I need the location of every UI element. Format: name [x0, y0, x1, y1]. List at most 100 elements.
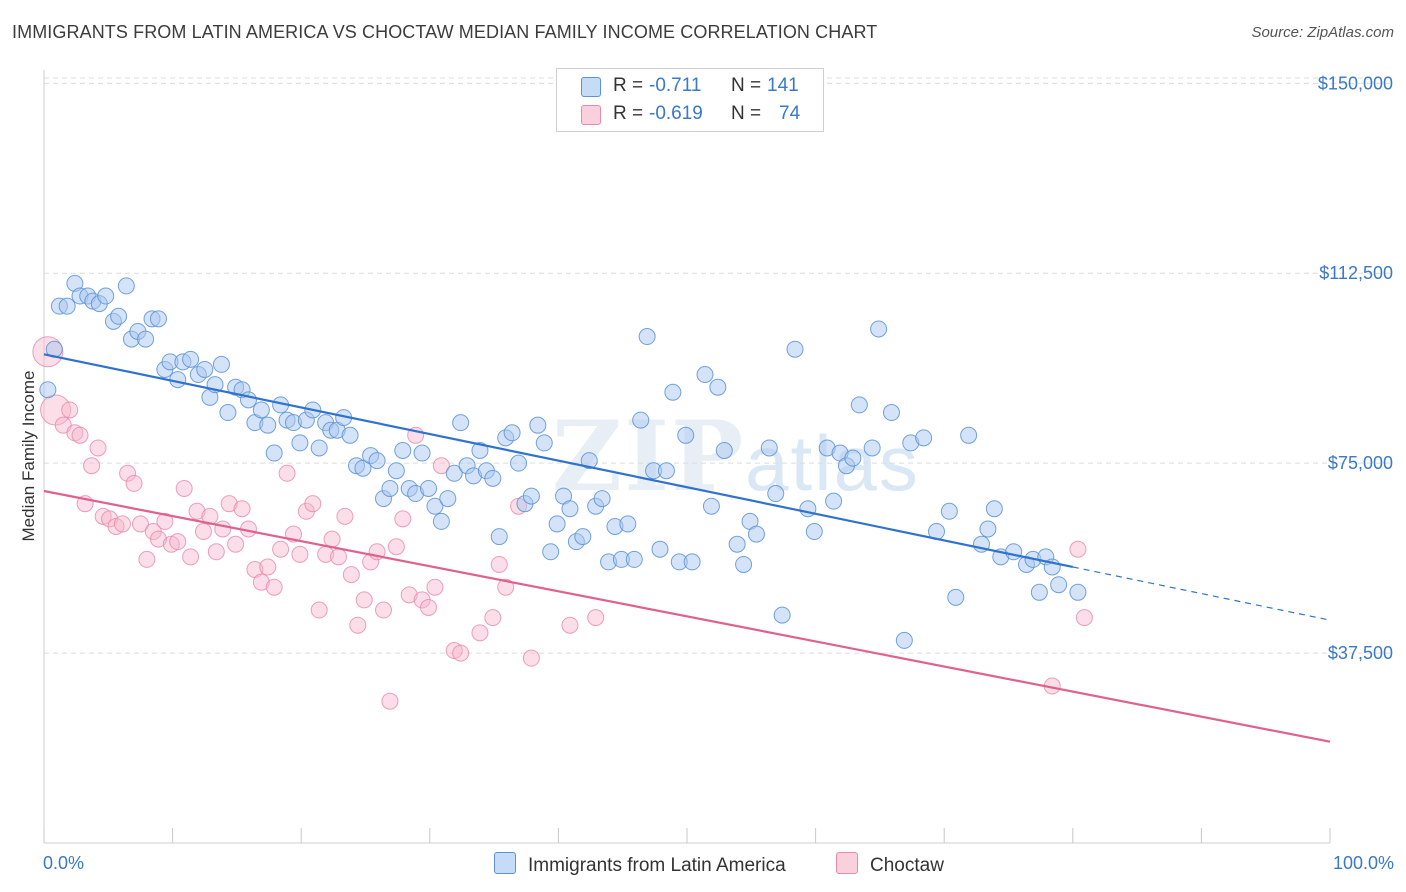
data-point-latin-america	[709, 378, 727, 396]
data-point-latin-america	[747, 525, 765, 543]
data-point-latin-america	[805, 523, 823, 541]
data-point-choctaw	[175, 479, 193, 497]
data-point-choctaw	[233, 500, 251, 518]
data-point-latin-america	[683, 553, 701, 571]
data-point-latin-america	[452, 414, 470, 432]
legend-n-value: 141	[767, 75, 799, 96]
legend-swatch-pink	[836, 852, 858, 874]
legend-swatch-blue	[581, 77, 601, 97]
data-point-latin-america	[535, 434, 553, 452]
legend-label-latin-america: Immigrants from Latin America	[528, 855, 786, 876]
data-point-choctaw	[207, 543, 225, 561]
data-point-latin-america	[844, 449, 862, 467]
data-point-choctaw	[131, 515, 149, 533]
data-point-latin-america	[895, 631, 913, 649]
data-point-choctaw	[522, 649, 540, 667]
data-point-choctaw	[138, 550, 156, 568]
data-point-latin-america	[882, 404, 900, 422]
legend-r-value: -0.619	[649, 103, 703, 124]
trend-line-latin-america	[43, 353, 1074, 569]
data-point-latin-america	[915, 429, 933, 447]
data-point-latin-america	[632, 411, 650, 429]
data-point-choctaw	[252, 573, 270, 591]
data-point-latin-america	[137, 330, 155, 348]
data-point-choctaw	[420, 599, 438, 616]
y-axis-title: Median Family Income	[19, 370, 38, 541]
data-point-latin-america	[529, 416, 547, 434]
data-point-latin-america	[625, 550, 643, 568]
data-point-latin-america	[259, 416, 277, 434]
bottom-legend-latin-america[interactable]: Immigrants from Latin America	[494, 852, 786, 877]
data-point-latin-america	[850, 396, 868, 414]
data-point-latin-america	[58, 297, 76, 315]
data-point-latin-america	[484, 469, 502, 487]
data-point-latin-america	[657, 462, 675, 480]
data-point-latin-america	[426, 497, 444, 515]
data-point-latin-america	[39, 381, 57, 399]
data-point-choctaw	[265, 578, 283, 596]
data-point-choctaw	[349, 616, 367, 634]
data-point-choctaw	[490, 555, 508, 573]
legend-n-label: N =	[731, 75, 762, 96]
data-point-choctaw	[310, 601, 328, 619]
data-point-choctaw	[375, 601, 393, 619]
legend-swatch-pink	[581, 105, 601, 125]
data-point-latin-america	[677, 426, 695, 444]
data-point-latin-america	[985, 500, 1003, 518]
data-point-choctaw	[272, 540, 290, 558]
legend-label-choctaw: Choctaw	[870, 855, 944, 876]
data-point-latin-america	[825, 492, 843, 510]
data-point-latin-america	[310, 439, 328, 457]
data-point-choctaw	[182, 548, 200, 566]
data-point-choctaw	[452, 644, 470, 662]
data-point-latin-america	[767, 485, 785, 503]
data-point-choctaw	[188, 502, 206, 520]
data-point-latin-america	[432, 512, 450, 530]
data-point-latin-america	[1069, 583, 1087, 601]
data-point-choctaw	[587, 609, 605, 627]
bottom-legend-choctaw[interactable]: Choctaw	[836, 852, 944, 877]
data-point-latin-america	[522, 487, 540, 505]
data-point-choctaw	[342, 566, 360, 584]
legend-r-label: R =	[613, 103, 644, 124]
data-point-choctaw	[355, 591, 373, 609]
y-tick-label: $75,000	[1328, 453, 1393, 473]
data-point-latin-america	[735, 555, 753, 573]
data-point-choctaw	[381, 692, 399, 710]
data-point-choctaw	[387, 538, 405, 556]
data-point-choctaw	[304, 495, 322, 513]
data-point-latin-america	[354, 459, 372, 477]
data-point-latin-america	[117, 277, 135, 295]
legend-swatch-blue	[494, 852, 516, 874]
data-point-choctaw	[471, 624, 489, 642]
data-point-choctaw	[394, 510, 412, 528]
data-point-latin-america	[110, 307, 128, 325]
data-point-choctaw	[561, 616, 579, 634]
data-point-choctaw	[227, 535, 245, 553]
data-point-latin-america	[561, 500, 579, 518]
data-point-latin-america	[212, 355, 230, 373]
gridlines	[44, 77, 1394, 654]
data-point-latin-america	[760, 439, 778, 457]
legend-r-label: R =	[613, 75, 644, 96]
y-tick-label: $112,500	[1319, 263, 1393, 283]
data-point-latin-america	[503, 424, 521, 442]
data-point-choctaw	[71, 426, 89, 444]
legend-n-value: 74	[779, 103, 801, 124]
data-point-latin-america	[574, 528, 592, 546]
data-point-latin-america	[593, 490, 611, 508]
data-point-latin-america	[1005, 543, 1023, 561]
correlation-legend: R = -0.711 N = 141 R = -0.619 N = 74	[556, 68, 824, 132]
trend-line-latin-america-extension	[1072, 566, 1331, 621]
trend-line-choctaw	[43, 489, 1331, 743]
data-point-latin-america	[651, 540, 669, 558]
data-point-choctaw	[220, 495, 238, 513]
data-point-latin-america	[696, 366, 714, 384]
data-point-latin-america	[702, 497, 720, 515]
data-point-latin-america	[196, 360, 214, 378]
data-point-choctaw	[432, 457, 450, 475]
choctaw-points	[32, 336, 1093, 710]
data-point-choctaw	[149, 530, 167, 548]
data-point-choctaw	[125, 474, 143, 492]
